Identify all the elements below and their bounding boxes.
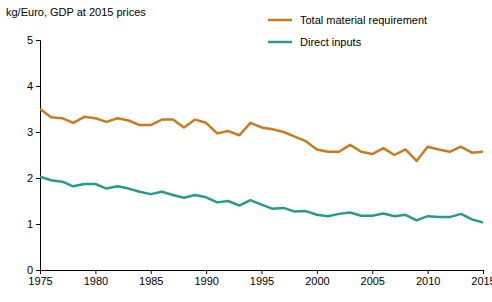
series-line [40, 109, 483, 161]
x-tick-mark [372, 270, 373, 274]
x-axis-line [41, 271, 484, 275]
x-tick-mark [206, 270, 207, 274]
x-tick-mark [262, 270, 263, 274]
legend: Total material requirement Direct inputs [268, 14, 427, 48]
y-tick-mark [36, 132, 40, 133]
x-tick-label: 2015 [471, 275, 492, 287]
x-tick-mark [483, 270, 484, 274]
y-tick-label: 4 [27, 80, 33, 92]
x-tick: 2015 [471, 270, 492, 287]
legend-label: Direct inputs [300, 36, 362, 48]
x-tick: 2000 [305, 270, 329, 287]
y-tick: 4 [27, 80, 40, 92]
x-tick-label: 1985 [139, 275, 163, 287]
y-axis-title: kg/Euro, GDP at 2015 prices [6, 6, 146, 18]
x-tick-label: 1990 [194, 275, 218, 287]
x-tick: 1990 [194, 270, 218, 287]
series-line [40, 177, 483, 223]
lines [40, 109, 483, 223]
y-tick-label: 1 [27, 218, 33, 230]
x-tick-label: 2010 [416, 275, 440, 287]
y-tick-mark [36, 270, 40, 271]
x-tick: 1980 [84, 270, 108, 287]
x-axis: 1975 1980 1985 1990 1995 2000 2005 2010 2015 [28, 270, 492, 287]
y-tick-label: 3 [27, 126, 33, 138]
legend-swatch [268, 19, 292, 22]
y-tick-label: 5 [27, 34, 33, 46]
y-axis-line [36, 41, 41, 271]
x-tick: 2005 [361, 270, 385, 287]
y-tick-label: 0 [27, 264, 33, 276]
x-tick-mark [151, 270, 152, 274]
chart: 1975 1980 1985 1990 1995 2000 2005 2010 2015 0 1 2 3… [0, 0, 492, 302]
y-tick: 0 [27, 264, 40, 276]
x-tick-mark [428, 270, 429, 274]
y-tick: 2 [27, 172, 40, 184]
x-tick-label: 1975 [28, 275, 52, 287]
y-tick: 5 [27, 34, 40, 46]
y-tick-label: 2 [27, 172, 33, 184]
y-tick: 3 [27, 126, 40, 138]
legend-label: Total material requirement [300, 14, 427, 26]
x-tick-label: 1995 [250, 275, 274, 287]
x-tick: 1995 [250, 270, 274, 287]
x-tick-label: 1980 [84, 275, 108, 287]
y-tick-mark [36, 40, 40, 41]
x-tick-label: 2005 [361, 275, 385, 287]
y-axis: 0 1 2 3 4 5 [27, 34, 41, 276]
y-tick-mark [36, 86, 40, 87]
legend-swatch [268, 41, 292, 44]
x-tick: 1985 [139, 270, 163, 287]
y-tick-mark [36, 178, 40, 179]
x-tick-mark [317, 270, 318, 274]
y-tick-mark [36, 224, 40, 225]
y-tick: 1 [27, 218, 40, 230]
x-tick-mark [95, 270, 96, 274]
x-tick: 2010 [416, 270, 440, 287]
x-tick-label: 2000 [305, 275, 329, 287]
